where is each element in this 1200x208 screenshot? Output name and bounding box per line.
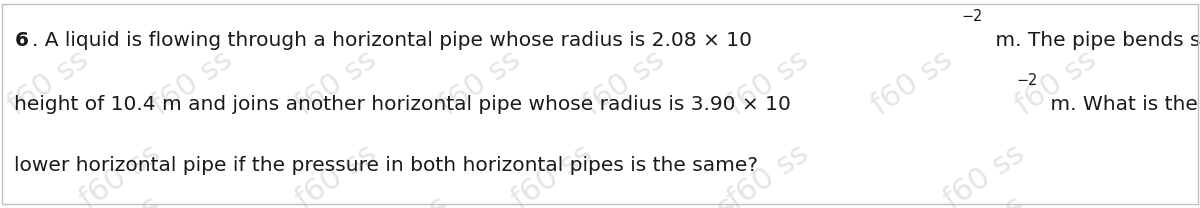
Text: f60 ss: f60 ss xyxy=(938,191,1030,208)
Text: . A liquid is flowing through a horizontal pipe whose radius is 2.08 × 10: . A liquid is flowing through a horizont… xyxy=(32,31,752,50)
Text: f60 ss: f60 ss xyxy=(218,0,310,7)
Text: f60 ss: f60 ss xyxy=(0,0,34,7)
Text: f60 ss: f60 ss xyxy=(506,139,598,208)
Text: height of 10.4 m and joins another horizontal pipe whose radius is 3.90 × 10: height of 10.4 m and joins another horiz… xyxy=(14,95,791,114)
Text: f60 ss: f60 ss xyxy=(794,0,886,7)
Text: f60 ss: f60 ss xyxy=(722,45,814,121)
Text: f60 ss: f60 ss xyxy=(74,191,166,208)
Text: m. The pipe bends straight upward through a: m. The pipe bends straight upward throug… xyxy=(989,31,1200,50)
Text: f60 ss: f60 ss xyxy=(146,45,238,121)
Text: f60 ss: f60 ss xyxy=(2,45,94,121)
Text: f60 ss: f60 ss xyxy=(1010,45,1102,121)
Text: −2: −2 xyxy=(1016,73,1038,88)
Text: m. What is the speed of the liquid in the: m. What is the speed of the liquid in th… xyxy=(1044,95,1200,114)
Text: f60 ss: f60 ss xyxy=(74,139,166,208)
Text: f60 ss: f60 ss xyxy=(578,45,670,121)
Text: f60 ss: f60 ss xyxy=(650,191,742,208)
Text: f60 ss: f60 ss xyxy=(290,139,382,208)
Text: f60 ss: f60 ss xyxy=(434,45,526,121)
Text: f60 ss: f60 ss xyxy=(1082,0,1174,7)
Text: f60 ss: f60 ss xyxy=(362,191,454,208)
Text: −2: −2 xyxy=(961,9,983,24)
Text: f60 ss: f60 ss xyxy=(722,139,814,208)
Text: 6: 6 xyxy=(14,31,29,50)
Text: f60 ss: f60 ss xyxy=(866,45,958,121)
Text: f60 ss: f60 ss xyxy=(938,139,1030,208)
Text: f60 ss: f60 ss xyxy=(506,0,598,7)
Text: f60 ss: f60 ss xyxy=(290,45,382,121)
Text: lower horizontal pipe if the pressure in both horizontal pipes is the same?: lower horizontal pipe if the pressure in… xyxy=(14,156,758,175)
